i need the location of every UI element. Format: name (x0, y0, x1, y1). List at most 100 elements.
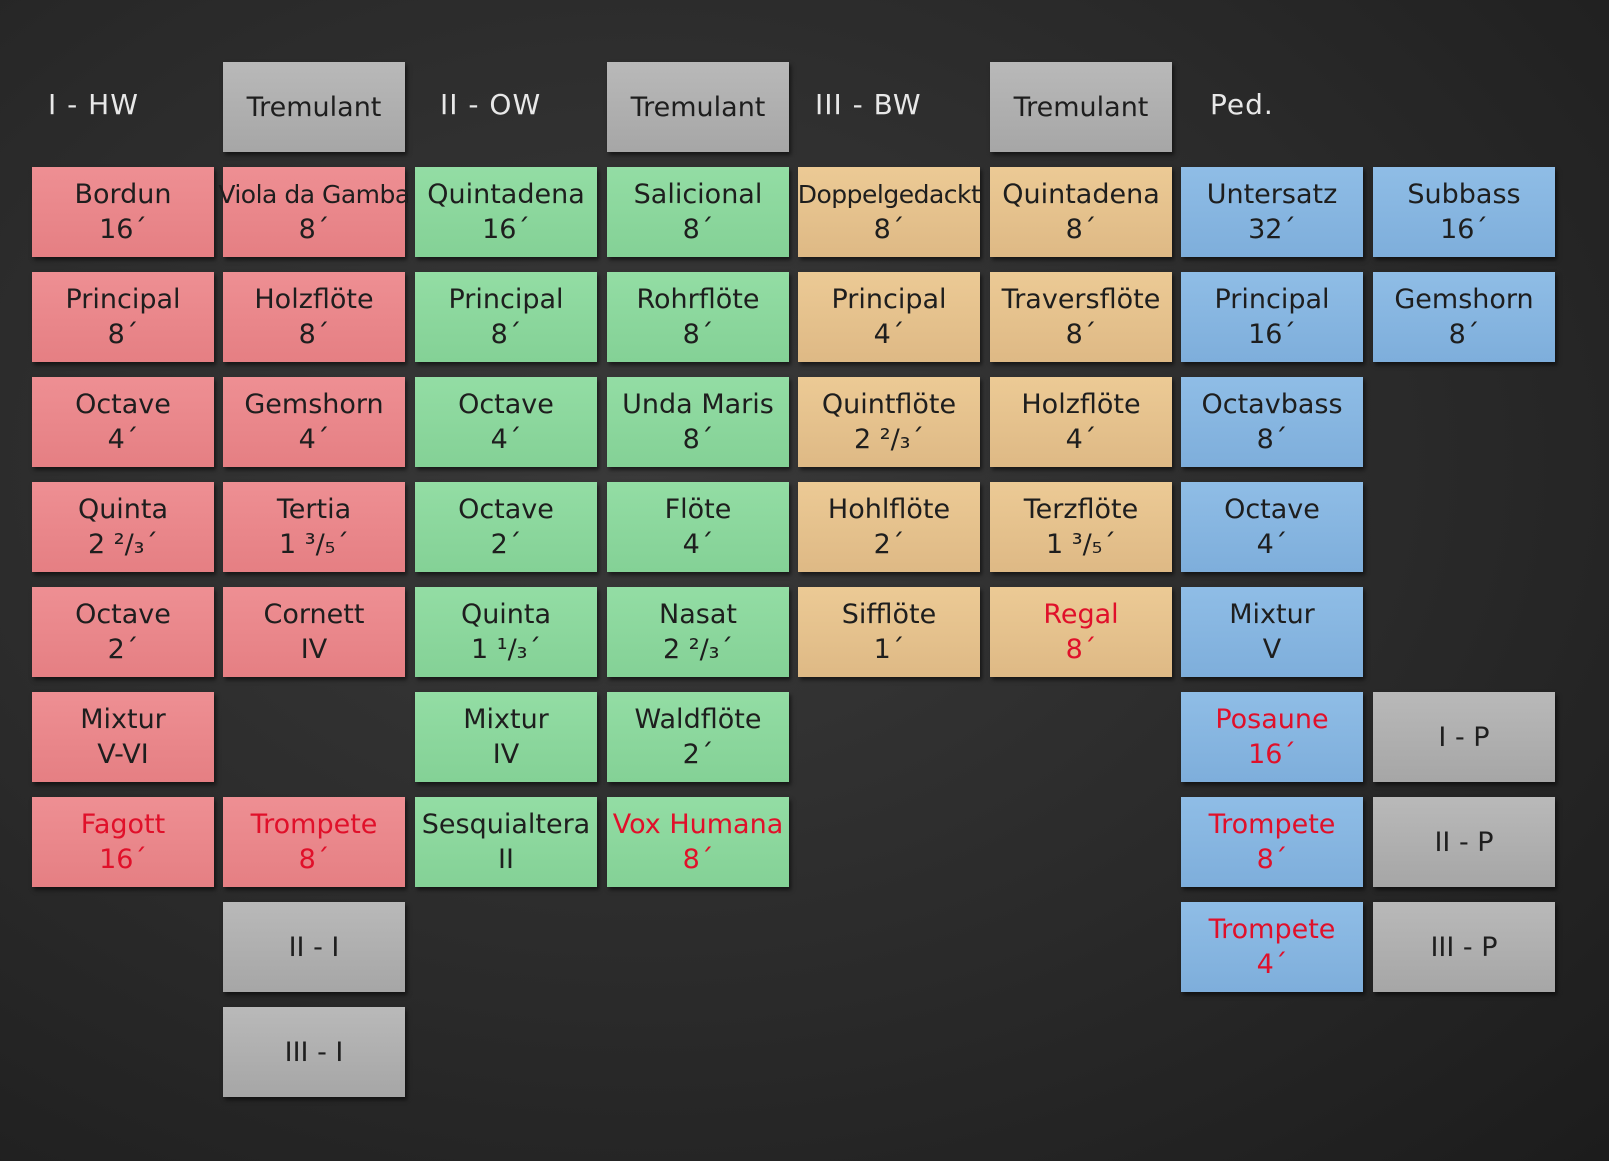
stop-hw-tertia[interactable]: Tertia 1 ³/₅´ (223, 482, 405, 572)
stop-ped-octavbass[interactable]: Octavbass 8´ (1181, 377, 1363, 467)
stop-pitch: 16´ (99, 214, 147, 245)
stop-ow-vox-humana[interactable]: Vox Humana 8´ (607, 797, 789, 887)
stop-name: Quintadena (427, 179, 585, 210)
stop-bw-terzfloete[interactable]: Terzflöte 1 ³/₅´ (990, 482, 1172, 572)
stop-ow-unda-maris[interactable]: Unda Maris 8´ (607, 377, 789, 467)
stop-name: Tremulant (630, 91, 766, 123)
stop-bw-quintadena-8[interactable]: Quintadena 8´ (990, 167, 1172, 257)
coupler-ii-p-button[interactable]: II - P (1373, 797, 1555, 887)
stop-pitch: 4´ (490, 424, 522, 455)
stop-pitch: 8´ (682, 424, 714, 455)
tremulant-ow-button[interactable]: Tremulant (607, 62, 789, 152)
stop-pitch: 2 ²/₃´ (853, 424, 924, 455)
stop-bw-principal-4[interactable]: Principal 4´ (798, 272, 980, 362)
stop-hw-holzfloete-8[interactable]: Holzflöte 8´ (223, 272, 405, 362)
stop-pitch: 16´ (1248, 319, 1296, 350)
stop-bw-siffloete[interactable]: Sifflöte 1´ (798, 587, 980, 677)
stop-pitch: 8´ (107, 319, 139, 350)
stop-name: III - I (284, 1036, 344, 1068)
stop-name: III - P (1430, 931, 1498, 963)
coupler-iii-p-button[interactable]: III - P (1373, 902, 1555, 992)
stop-name: I - P (1438, 721, 1490, 753)
stop-pitch: 16´ (482, 214, 530, 245)
stop-bw-quintfloete[interactable]: Quintflöte 2 ²/₃´ (798, 377, 980, 467)
stop-ow-rohrfloete[interactable]: Rohrflöte 8´ (607, 272, 789, 362)
stop-hw-cornett[interactable]: Cornett IV (223, 587, 405, 677)
stop-pitch: 4´ (298, 424, 330, 455)
stop-ow-quintadena-16[interactable]: Quintadena 16´ (415, 167, 597, 257)
stop-hw-viola-da-gamba[interactable]: Viola da Gamba 8´ (218, 167, 410, 257)
stop-pitch: 8´ (298, 214, 330, 245)
stop-name: Holzflöte (254, 284, 374, 315)
stop-ped-untersatz[interactable]: Untersatz 32´ (1181, 167, 1363, 257)
stop-name: Flöte (664, 494, 732, 525)
stop-name: II - I (288, 931, 340, 963)
stop-name: Fagott (80, 809, 166, 840)
stop-ped-trompete-4[interactable]: Trompete 4´ (1181, 902, 1363, 992)
label-ped: Ped. (1210, 88, 1274, 121)
stop-name: Hohlflöte (827, 494, 951, 525)
stop-name: Tremulant (1013, 91, 1149, 123)
stop-ow-waldfloete[interactable]: Waldflöte 2´ (607, 692, 789, 782)
stop-pitch: 4´ (1256, 529, 1288, 560)
stop-bw-traversfloete[interactable]: Traversflöte 8´ (990, 272, 1172, 362)
stop-name: Quinta (460, 599, 552, 630)
stop-name: Rohrflöte (636, 284, 760, 315)
stop-ow-octave-2[interactable]: Octave 2´ (415, 482, 597, 572)
tremulant-hw-button[interactable]: Tremulant (223, 62, 405, 152)
stop-hw-fagott-16[interactable]: Fagott 16´ (32, 797, 214, 887)
stop-ped-mixtur[interactable]: Mixtur V (1181, 587, 1363, 677)
stop-pitch: 8´ (682, 214, 714, 245)
stop-pitch: 4´ (873, 319, 905, 350)
tremulant-bw-button[interactable]: Tremulant (990, 62, 1172, 152)
stop-pitch: 8´ (1448, 319, 1480, 350)
stop-name: Untersatz (1206, 179, 1338, 210)
stop-hw-mixtur[interactable]: Mixtur V-VI (32, 692, 214, 782)
stop-ped-subbass[interactable]: Subbass 16´ (1373, 167, 1555, 257)
stop-ped-octave-4[interactable]: Octave 4´ (1181, 482, 1363, 572)
stop-ow-octave-4[interactable]: Octave 4´ (415, 377, 597, 467)
stop-pitch: 8´ (682, 844, 714, 875)
stop-bw-doppelgedackt[interactable]: Doppelgedackt 8´ (798, 167, 981, 257)
stop-hw-bordun-16[interactable]: Bordun 16´ (32, 167, 214, 257)
stop-name: Nasat (659, 599, 737, 630)
stop-hw-trompete-8[interactable]: Trompete 8´ (223, 797, 405, 887)
stop-pitch: 8´ (1256, 424, 1288, 455)
stop-name: Bordun (74, 179, 172, 210)
stop-ow-principal-8[interactable]: Principal 8´ (415, 272, 597, 362)
coupler-i-p-button[interactable]: I - P (1373, 692, 1555, 782)
stop-ped-trompete-8[interactable]: Trompete 8´ (1181, 797, 1363, 887)
stop-hw-gemshorn-4[interactable]: Gemshorn 4´ (223, 377, 405, 467)
stop-pitch: 4´ (107, 424, 139, 455)
stop-hw-octave-4[interactable]: Octave 4´ (32, 377, 214, 467)
stop-name: Salicional (633, 179, 763, 210)
stop-name: Sesquialtera (421, 809, 591, 840)
stop-ow-mixtur[interactable]: Mixtur IV (415, 692, 597, 782)
stop-ow-salicional[interactable]: Salicional 8´ (607, 167, 789, 257)
stop-ped-posaune[interactable]: Posaune 16´ (1181, 692, 1363, 782)
stop-ow-quinta[interactable]: Quinta 1 ¹/₃´ (415, 587, 597, 677)
stop-ow-floete[interactable]: Flöte 4´ (607, 482, 789, 572)
stop-ow-nasat[interactable]: Nasat 2 ²/₃´ (607, 587, 789, 677)
stop-bw-hohlfloete[interactable]: Hohlflöte 2´ (798, 482, 980, 572)
stop-hw-quinta[interactable]: Quinta 2 ²/₃´ (32, 482, 214, 572)
coupler-ii-i-button[interactable]: II - I (223, 902, 405, 992)
stop-bw-holzfloete-4[interactable]: Holzflöte 4´ (990, 377, 1172, 467)
stop-ped-gemshorn[interactable]: Gemshorn 8´ (1373, 272, 1555, 362)
stop-ow-sesquialtera[interactable]: Sesquialtera II (415, 797, 597, 887)
stop-pitch: 8´ (1256, 844, 1288, 875)
stop-pitch: 1 ¹/₃´ (470, 634, 541, 665)
stop-hw-principal-8[interactable]: Principal 8´ (32, 272, 214, 362)
coupler-iii-i-button[interactable]: III - I (223, 1007, 405, 1097)
stop-name: Gemshorn (1394, 284, 1534, 315)
stop-pitch: 1 ³/₅´ (1045, 529, 1116, 560)
stop-pitch: 16´ (99, 844, 147, 875)
stop-pitch: 1 ³/₅´ (278, 529, 349, 560)
stop-name: Principal (1214, 284, 1330, 315)
stop-name: Mixtur (80, 704, 166, 735)
stop-name: Tertia (276, 494, 352, 525)
stop-bw-regal[interactable]: Regal 8´ (990, 587, 1172, 677)
stop-ped-principal-16[interactable]: Principal 16´ (1181, 272, 1363, 362)
stop-hw-octave-2[interactable]: Octave 2´ (32, 587, 214, 677)
stop-pitch: 8´ (298, 319, 330, 350)
